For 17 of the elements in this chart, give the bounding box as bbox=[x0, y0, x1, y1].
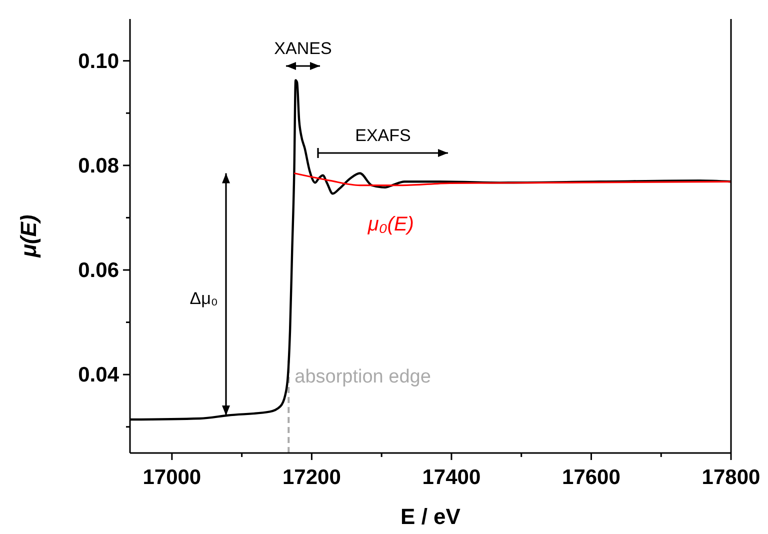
y-axis-title: μ(E) bbox=[16, 214, 41, 258]
y-tick-label: 0.10 bbox=[78, 50, 119, 73]
x-tick-label: 17800 bbox=[702, 466, 760, 489]
y-tick-label: 0.04 bbox=[78, 364, 120, 387]
series-label: μ₀(E) bbox=[366, 213, 414, 236]
annotation: Δμ₀ bbox=[190, 289, 218, 308]
x-tick-label: 17200 bbox=[282, 466, 341, 489]
y-tick-label: 0.06 bbox=[78, 258, 119, 282]
ref-line-label: absorption edge bbox=[294, 366, 431, 388]
annotation: XANES bbox=[274, 39, 332, 58]
y-tick-label: 0.08 bbox=[78, 154, 120, 178]
x-tick-label: 17600 bbox=[562, 466, 620, 489]
x-tick-label: 17000 bbox=[142, 466, 202, 489]
x-tick-label: 17400 bbox=[422, 466, 481, 489]
x-axis-title: E / eV bbox=[400, 504, 461, 529]
line-series bbox=[293, 172, 732, 186]
annotation: EXAFS bbox=[355, 126, 411, 145]
